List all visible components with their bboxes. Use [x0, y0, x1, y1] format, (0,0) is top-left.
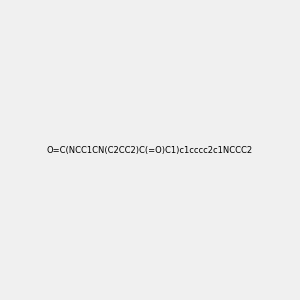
Text: O=C(NCC1CN(C2CC2)C(=O)C1)c1cccc2c1NCCC2: O=C(NCC1CN(C2CC2)C(=O)C1)c1cccc2c1NCCC2: [47, 146, 253, 154]
